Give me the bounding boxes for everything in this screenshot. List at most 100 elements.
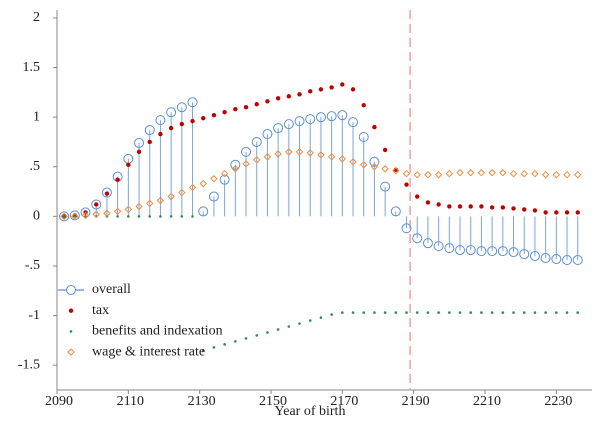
stem-point (230, 159, 241, 217)
dot-marker (148, 215, 152, 218)
diamond-marker (220, 170, 229, 178)
stem-point (219, 174, 230, 217)
dot-marker (362, 311, 366, 314)
diamond-marker (188, 183, 197, 192)
circle-marker (91, 199, 102, 210)
dot-marker (126, 162, 131, 167)
dot-marker (382, 147, 388, 153)
stem-point (294, 116, 305, 217)
dot-marker (298, 322, 301, 325)
stem-point (369, 156, 380, 217)
circle-marker (337, 110, 348, 121)
dot-marker (480, 311, 483, 314)
dot-marker (394, 311, 398, 314)
legend-marker (66, 285, 76, 295)
diamond-marker (67, 348, 75, 356)
circle-marker (166, 107, 177, 118)
stem-point (529, 216, 540, 262)
dot-marker (94, 202, 99, 207)
dot-marker (533, 311, 537, 314)
circle-marker (390, 206, 401, 217)
stem-point (348, 117, 359, 217)
diamond-marker (541, 170, 550, 179)
stem-point (562, 216, 573, 266)
circle-marker (487, 246, 498, 257)
stem-point (433, 216, 444, 252)
diamond-marker (199, 179, 207, 188)
dot-marker (147, 139, 152, 145)
diamond-marker (445, 170, 454, 178)
diamond-marker (71, 212, 79, 221)
dot-marker (501, 311, 505, 314)
diamond-marker (477, 169, 486, 177)
dot-marker (405, 311, 408, 314)
dot-marker (168, 125, 174, 131)
dot-marker (447, 204, 452, 209)
stem-point (572, 216, 583, 266)
x-tick-label: 2130 (188, 394, 216, 409)
dot-marker (201, 349, 205, 352)
circle-marker (519, 249, 530, 260)
dot-marker (115, 177, 120, 182)
legend-label: tax (92, 303, 109, 318)
dot-marker (127, 215, 130, 218)
x-tick-label: 2170 (330, 394, 358, 409)
dot-marker (211, 112, 217, 118)
circle-marker (315, 112, 326, 123)
diamond-marker (456, 169, 464, 177)
diamond-marker (327, 153, 336, 161)
stem-point (519, 216, 530, 260)
dot-marker (329, 85, 334, 90)
y-tick-label: 1.5 (23, 60, 41, 75)
circle-marker (251, 136, 262, 147)
stem-point (198, 206, 209, 217)
circle-marker (497, 246, 508, 257)
dot-marker (104, 191, 110, 196)
dot-marker (340, 82, 345, 87)
dot-marker (180, 215, 184, 218)
stem-point (155, 115, 166, 217)
circle-marker (273, 123, 284, 134)
dot-marker (575, 210, 580, 215)
stem-point (476, 216, 487, 257)
dot-marker (68, 308, 74, 313)
stem-point (176, 102, 187, 217)
dot-marker (415, 311, 419, 314)
circle-marker (412, 233, 423, 244)
diamond-marker (231, 165, 240, 173)
x-tick-label: 2110 (117, 394, 144, 409)
stem-point (262, 129, 273, 217)
circle-marker (529, 251, 540, 262)
circle-marker (59, 211, 70, 222)
dot-marker (458, 311, 462, 314)
diamond-marker (552, 170, 561, 179)
legend-label: wage & interest rate (92, 344, 205, 359)
stem-point (241, 146, 252, 217)
dot-marker (201, 115, 206, 121)
dot-marker (351, 311, 355, 314)
diamond-marker (274, 150, 282, 158)
dot-marker (84, 215, 87, 218)
dot-marker (286, 94, 292, 99)
stem-point (337, 110, 348, 217)
stem-point (326, 111, 337, 217)
dot-marker (244, 337, 248, 340)
diamond-marker (402, 170, 411, 178)
dot-marker (319, 316, 323, 319)
dot-marker (479, 204, 484, 209)
legend-label: benefits and indexation (92, 324, 223, 339)
circle-marker (508, 247, 519, 258)
circle-marker (198, 206, 209, 217)
dot-marker (350, 87, 356, 92)
dot-marker (116, 215, 119, 218)
y-tick-label: .5 (30, 159, 41, 174)
stem-point (144, 125, 155, 217)
dot-marker (137, 215, 141, 218)
diamond-marker (488, 169, 496, 177)
circle-marker (572, 255, 583, 266)
dot-marker (383, 311, 387, 314)
dot-marker (276, 328, 280, 331)
diamond-marker (81, 211, 90, 220)
dot-marker (275, 96, 281, 101)
